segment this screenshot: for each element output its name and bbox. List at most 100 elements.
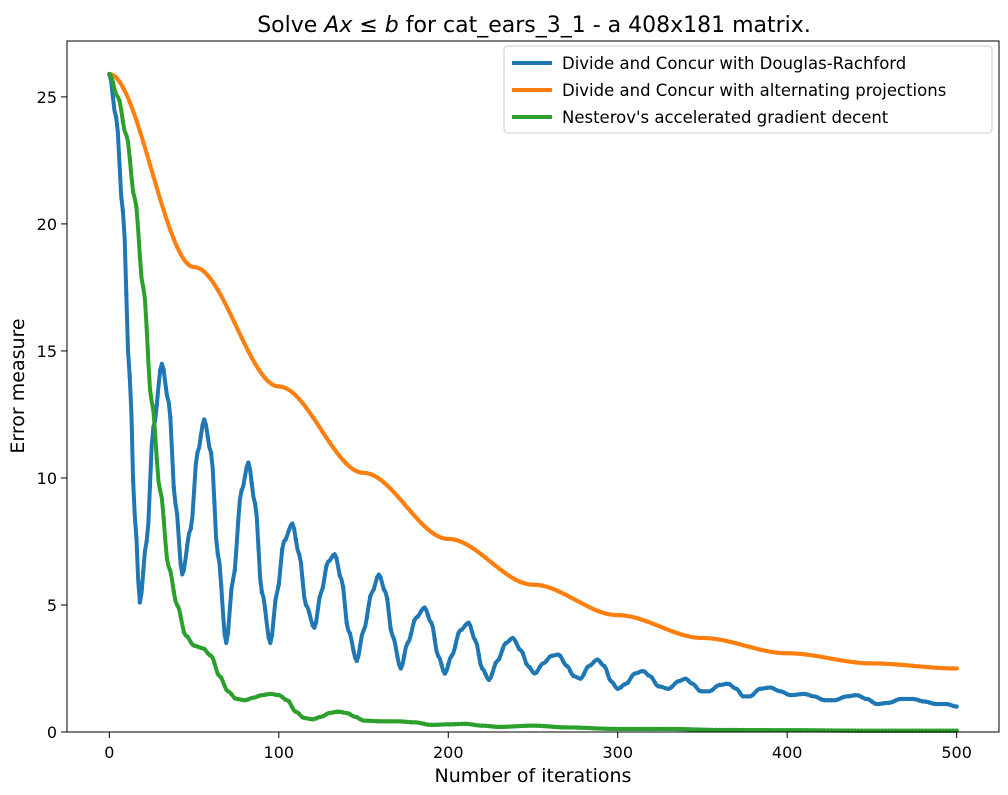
data-point: [130, 108, 136, 114]
data-point: [493, 724, 498, 729]
data-point: [927, 665, 932, 670]
data-point: [459, 721, 465, 727]
data-point: [442, 671, 448, 676]
data-point: [174, 244, 180, 250]
data-point: [473, 638, 478, 643]
data-point: [452, 537, 458, 542]
data-point: [137, 600, 143, 605]
data-point: [568, 725, 573, 730]
y-tick-label: 10: [37, 469, 57, 488]
data-point: [693, 635, 698, 640]
data-point: [215, 551, 221, 557]
data-point: [934, 665, 939, 670]
data-point: [280, 694, 285, 700]
series-1: [107, 71, 959, 709]
data-point: [551, 724, 556, 729]
data-point: [161, 207, 166, 213]
data-point: [307, 716, 312, 722]
data-point: [293, 709, 298, 714]
data-point: [544, 584, 549, 589]
data-point: [354, 658, 359, 664]
data-point: [212, 660, 217, 666]
data-point: [269, 691, 275, 697]
x-tick-label: 100: [264, 743, 295, 762]
data-point: [161, 515, 166, 520]
data-point: [537, 723, 542, 729]
data-point: [442, 722, 448, 727]
data-point: [585, 725, 590, 731]
data-point: [754, 688, 759, 693]
data-point: [158, 196, 163, 202]
data-point: [347, 631, 353, 636]
data-point: [737, 690, 742, 695]
y-axis: 0 5 10 15 20 25: [37, 88, 67, 742]
data-point: [469, 629, 475, 634]
data-point: [822, 655, 827, 660]
data-point: [161, 367, 166, 372]
data-point: [801, 728, 807, 733]
data-point: [862, 696, 868, 701]
data-point: [883, 700, 888, 706]
title-part-1: Solve: [257, 13, 324, 38]
data-point: [524, 723, 529, 728]
data-point: [591, 726, 597, 731]
data-point: [700, 689, 705, 694]
data-point: [202, 269, 207, 275]
data-point: [185, 634, 190, 639]
data-point: [113, 75, 119, 80]
data-point: [507, 638, 512, 643]
data-point: [317, 714, 322, 720]
data-point: [581, 602, 587, 607]
data-point: [544, 724, 549, 729]
data-point: [402, 719, 407, 724]
data-point: [415, 720, 420, 725]
data-point: [513, 577, 519, 583]
data-point: [107, 71, 112, 77]
data-point: [310, 623, 315, 628]
data-point: [818, 654, 824, 660]
data-point: [618, 613, 624, 618]
data-point: [842, 694, 847, 699]
data-point: [947, 702, 953, 707]
data-point: [378, 477, 383, 482]
data-point: [893, 698, 898, 703]
data-point: [730, 640, 736, 645]
data-point: [185, 261, 190, 266]
data-point: [585, 603, 590, 609]
data-point: [391, 719, 397, 724]
data-point: [696, 635, 702, 641]
data-point: [418, 608, 424, 614]
data-point: [747, 727, 753, 733]
data-point: [483, 555, 488, 560]
data-point: [513, 724, 519, 729]
data-point: [408, 631, 414, 637]
data-point: [605, 726, 610, 731]
data-point: [710, 727, 715, 733]
data-point: [483, 723, 488, 728]
data-point: [690, 681, 695, 686]
legend-box: [503, 45, 993, 134]
title-part-3: ≤: [352, 13, 384, 38]
y-tick-label: 20: [37, 215, 57, 234]
chart-title: Solve Ax ≤ b for cat_ears_3_1 - a 408x18…: [257, 13, 811, 38]
data-point: [662, 726, 668, 732]
title-part-4: b: [385, 13, 399, 38]
data-point: [378, 719, 383, 724]
data-point: [364, 718, 370, 723]
data-point: [127, 99, 132, 105]
data-point: [768, 685, 773, 690]
data-point: [263, 692, 268, 697]
data-point: [412, 513, 417, 518]
data-point: [395, 719, 400, 724]
data-point: [900, 662, 905, 668]
data-point: [859, 694, 864, 700]
data-point: [754, 646, 759, 651]
data-point: [164, 556, 170, 562]
data-point: [744, 694, 749, 699]
data-point: [923, 664, 929, 670]
data-point: [473, 547, 478, 553]
data-point: [205, 433, 210, 439]
data-point: [456, 630, 461, 636]
data-point: [791, 728, 797, 733]
data-point: [337, 573, 343, 578]
